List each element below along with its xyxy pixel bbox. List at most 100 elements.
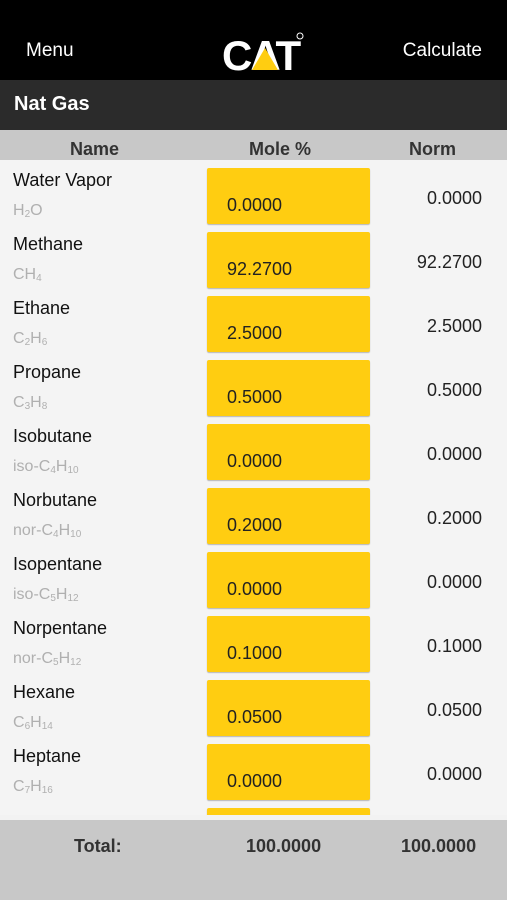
mole-percent-input[interactable]: 0.0000 xyxy=(207,552,370,608)
component-name: Propane xyxy=(13,362,82,382)
formula-element: C xyxy=(13,394,25,411)
norm-value: 0.0000 xyxy=(426,572,482,592)
mole-percent-value: 0.0000 xyxy=(227,195,283,215)
formula-element: nor-C xyxy=(13,522,54,539)
column-norm-header: Norm xyxy=(409,139,457,159)
formula-subscript: 8 xyxy=(41,401,48,412)
list-item: Isobutane iso-C4H10 0.0000 0.0000 xyxy=(0,416,507,480)
mole-percent-input[interactable]: 0.0000 xyxy=(207,168,370,224)
component-formula: H2O xyxy=(13,202,43,220)
formula-element: C xyxy=(13,778,25,795)
list-item: Methane CH4 92.2700 92.2700 xyxy=(0,224,507,288)
list-item: Heptane C7H16 0.0000 0.0000 xyxy=(0,736,507,800)
mole-percent-value: 2.5000 xyxy=(227,323,283,343)
mole-percent-value: 0.5000 xyxy=(227,387,283,407)
formula-subscript: 5 xyxy=(53,657,59,668)
column-name-header: Name xyxy=(70,139,120,159)
formula-element: H xyxy=(30,778,42,795)
formula-subscript: 4 xyxy=(36,273,42,284)
mole-total: 100.0000 xyxy=(246,836,322,856)
component-formula: iso-C5H12 xyxy=(13,586,79,604)
component-name: Isobutane xyxy=(13,426,93,446)
mole-percent-value: 92.2700 xyxy=(227,259,293,279)
formula-element: nor-C xyxy=(13,650,54,667)
section-header: Nat Gas xyxy=(0,80,507,130)
norm-value: 0.0500 xyxy=(426,700,482,720)
formula-subscript: 6 xyxy=(41,337,48,348)
formula-subscript: 14 xyxy=(41,721,53,732)
mole-percent-input[interactable]: 0.1000 xyxy=(207,616,370,672)
norm-value: 0.0000 xyxy=(426,444,482,464)
calculate-button[interactable]: Calculate xyxy=(402,40,482,61)
component-name: Norpentane xyxy=(13,618,108,638)
formula-subscript: 16 xyxy=(41,785,53,796)
formula-subscript: 10 xyxy=(70,529,82,540)
mole-percent-input[interactable]: 0.0000 xyxy=(207,424,370,480)
component-name: Hexane xyxy=(13,682,76,702)
norm-value: 0.2000 xyxy=(426,508,482,528)
component-name: Norbutane xyxy=(13,490,98,510)
gas-component-list[interactable]: Water Vapor H2O 0.0000 0.0000 Methane CH4 92.2… xyxy=(0,160,507,815)
formula-element: H xyxy=(58,650,71,667)
norm-value: 0.1000 xyxy=(426,636,482,656)
norm-value: 0.5000 xyxy=(426,380,482,400)
norm-value: 2.5000 xyxy=(426,316,482,336)
formula-subscript: 2 xyxy=(24,209,31,220)
norm-value: 92.2700 xyxy=(416,252,482,272)
list-item: Water Vapor H2O 0.0000 0.0000 xyxy=(0,160,507,224)
formula-element: H xyxy=(55,586,68,603)
formula-element: H xyxy=(58,522,71,539)
formula-subscript: 5 xyxy=(50,593,56,604)
mole-percent-input[interactable]: 0.0500 xyxy=(207,680,370,736)
menu-button[interactable]: Menu xyxy=(26,40,74,61)
list-item: Norbutane nor-C4H10 0.2000 0.2000 xyxy=(0,480,507,544)
component-name: Isopentane xyxy=(13,554,103,574)
component-name: Heptane xyxy=(13,746,82,766)
formula-element: CH xyxy=(13,266,37,283)
formula-subscript: 7 xyxy=(24,785,31,796)
mole-percent-input[interactable]: 92.2700 xyxy=(207,232,370,288)
formula-element: H xyxy=(55,458,68,475)
formula-subscript: 4 xyxy=(50,465,56,476)
mole-percent-input[interactable]: 2.5000 xyxy=(207,296,370,352)
list-item: Propane C3H8 0.5000 0.5000 xyxy=(0,352,507,416)
component-formula: iso-C4H10 xyxy=(13,458,79,476)
mole-percent-input[interactable]: 0.0000 xyxy=(207,744,370,800)
list-item: Ethane C2H6 2.5000 2.5000 xyxy=(0,288,507,352)
formula-element: C xyxy=(13,714,25,731)
mole-percent-input[interactable] xyxy=(207,808,370,815)
component-formula: C3H8 xyxy=(13,394,47,412)
formula-subscript: 10 xyxy=(67,465,79,476)
mole-percent-value: 0.0500 xyxy=(227,707,283,727)
mole-percent-input[interactable]: 0.5000 xyxy=(207,360,370,416)
norm-total: 100.0000 xyxy=(401,836,477,856)
formula-subscript: 12 xyxy=(67,593,79,604)
formula-subscript: 4 xyxy=(53,529,59,540)
mole-percent-value: 0.1000 xyxy=(227,643,283,663)
list-item: Isopentane iso-C5H12 0.0000 0.0000 xyxy=(0,544,507,608)
mole-percent-input[interactable]: 0.2000 xyxy=(207,488,370,544)
total-footer: Total: 100.0000 100.0000 xyxy=(0,820,507,900)
top-navigation-bar: Menu CAT Calculate xyxy=(0,0,507,80)
formula-element: C xyxy=(13,330,25,347)
component-formula: C2H6 xyxy=(13,330,47,348)
component-name: Methane xyxy=(13,234,84,254)
total-label: Total: xyxy=(74,836,122,856)
list-item: Hexane C6H14 0.0500 0.0500 xyxy=(0,672,507,736)
formula-element: H xyxy=(30,330,42,347)
cat-logo: CAT xyxy=(222,30,306,75)
formula-element: iso-C xyxy=(13,458,51,475)
component-formula: C6H14 xyxy=(13,714,53,732)
formula-element: H xyxy=(13,202,25,219)
column-mole-header: Mole % xyxy=(249,139,312,159)
list-item xyxy=(0,800,507,815)
formula-subscript: 12 xyxy=(70,657,82,668)
mole-percent-value: 0.0000 xyxy=(227,771,283,791)
formula-element: O xyxy=(30,202,43,219)
list-item: Norpentane nor-C5H12 0.1000 0.1000 xyxy=(0,608,507,672)
formula-element: H xyxy=(30,394,42,411)
formula-element: iso-C xyxy=(13,586,51,603)
component-name: Ethane xyxy=(13,298,71,318)
mole-percent-value: 0.0000 xyxy=(227,451,283,471)
mole-percent-value: 0.0000 xyxy=(227,579,283,599)
